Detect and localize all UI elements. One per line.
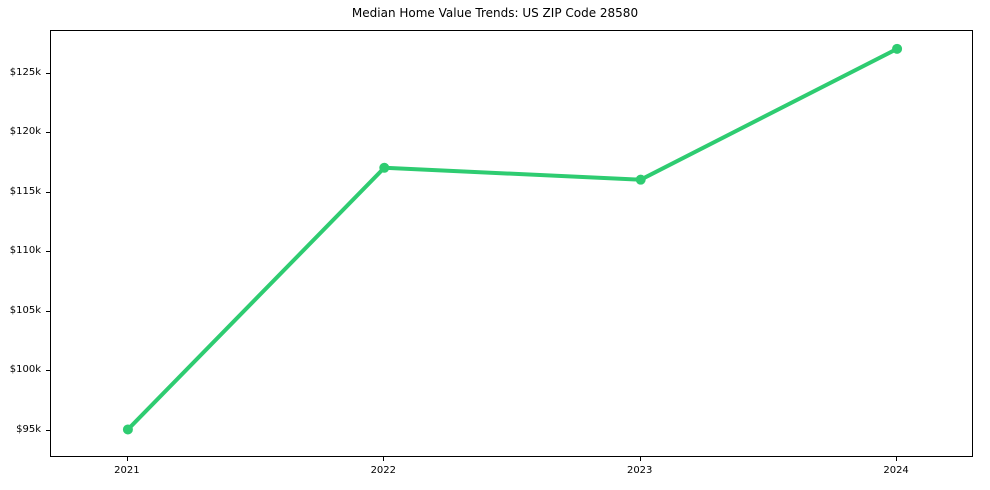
y-axis-tick-mark: [46, 429, 50, 431]
y-axis-tick-label: $95k: [16, 423, 41, 435]
line-chart-svg: [122, 43, 903, 435]
data-point-marker: [635, 174, 646, 185]
x-axis-tick-mark: [639, 457, 641, 461]
y-axis-tick-label: $115k: [9, 185, 41, 197]
data-point-markers: [122, 43, 903, 435]
chart-title: Median Home Value Trends: US ZIP Code 28…: [351, 6, 639, 20]
y-axis-tick-label: $120k: [9, 126, 41, 138]
y-axis-tick-label: $105k: [9, 304, 41, 316]
y-axis-tick-label: $100k: [9, 364, 41, 376]
data-point-marker: [892, 43, 903, 54]
y-axis-tick-mark: [46, 191, 50, 193]
y-axis-tick-mark: [46, 310, 50, 312]
data-point-marker: [379, 162, 390, 173]
y-axis-tick-label: $110k: [9, 245, 41, 257]
x-axis-tick-label: 2021: [114, 465, 140, 476]
x-axis-tick-label: 2023: [626, 465, 653, 476]
data-line-series-0: [125, 46, 900, 432]
x-axis-tick-label: 2022: [370, 465, 397, 476]
y-axis-tick-mark: [46, 72, 50, 74]
x-axis-tick-mark: [896, 457, 898, 461]
y-axis-tick-label: $125k: [9, 66, 41, 78]
x-axis-tick-label: 2024: [883, 465, 909, 476]
y-axis-tick-mark: [46, 132, 50, 134]
x-axis-tick-mark: [383, 457, 385, 461]
y-axis-tick-mark: [46, 370, 50, 372]
x-axis-tick-mark: [126, 457, 128, 461]
data-point-marker: [122, 424, 133, 435]
y-axis-tick-mark: [46, 251, 50, 253]
plot-area: [50, 30, 973, 457]
